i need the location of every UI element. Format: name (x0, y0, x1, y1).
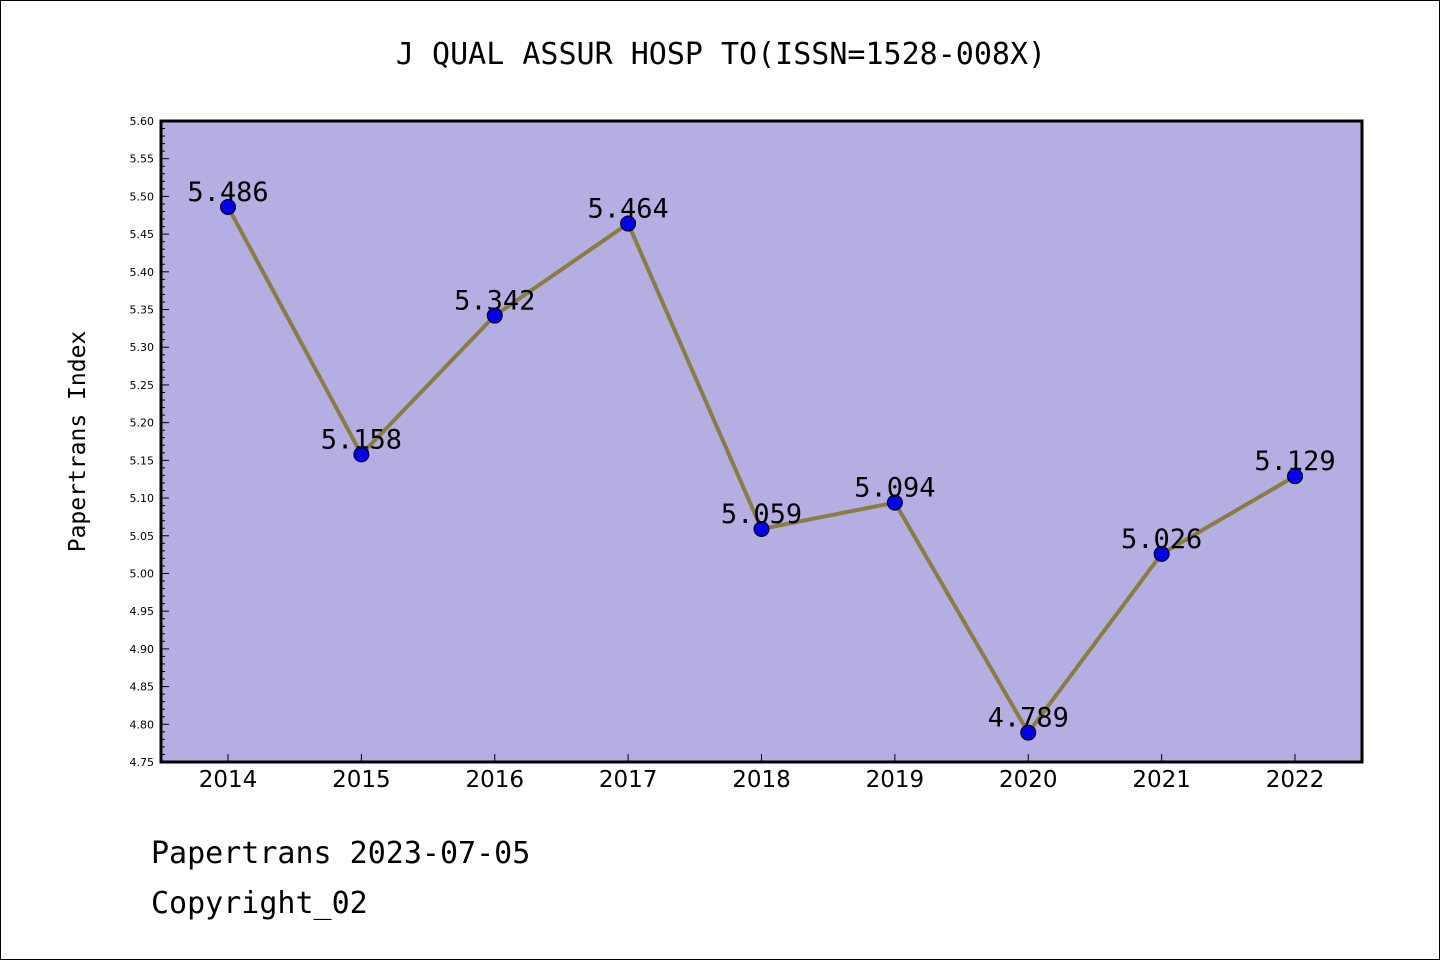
data-point (886, 494, 903, 511)
x-tick-label: 2014 (199, 767, 258, 793)
x-tick-label: 2019 (866, 767, 925, 793)
source-label: Papertrans 2023-07-05 (151, 836, 531, 871)
x-tick-label: 2021 (1132, 767, 1191, 793)
data-point (353, 446, 370, 463)
data-label: 5.129 (1254, 446, 1335, 477)
y-tick-label: 5.50 (130, 190, 155, 203)
y-tick-label: 5.10 (130, 492, 155, 505)
y-tick-label: 5.40 (130, 266, 155, 279)
data-point (1287, 468, 1303, 485)
x-tick-label: 2022 (1266, 767, 1325, 793)
data-label: 5.094 (854, 473, 935, 504)
data-point (753, 520, 770, 537)
data-point (1153, 545, 1170, 562)
chart-title: J QUAL ASSUR HOSP TO(ISSN=1528-008X) (395, 37, 1047, 72)
data-point (220, 198, 236, 215)
data-point (620, 215, 637, 232)
y-tick-label: 5.55 (130, 153, 155, 166)
x-tick-label: 2018 (732, 767, 791, 793)
plot-border (159, 119, 1364, 764)
y-tick-label: 5.00 (130, 567, 155, 580)
y-tick-label: 5.15 (130, 454, 155, 467)
y-tick-label: 5.05 (130, 530, 155, 543)
data-label: 4.789 (988, 703, 1069, 734)
data-label: 5.026 (1121, 524, 1202, 555)
data-label: 5.464 (587, 194, 668, 225)
data-point (486, 307, 503, 324)
data-label: 5.158 (321, 424, 402, 455)
y-tick-label: 4.90 (130, 643, 155, 656)
y-tick-label: 5.35 (130, 304, 155, 317)
data-label: 5.486 (187, 177, 268, 208)
x-tick-label: 2016 (465, 767, 524, 793)
x-tick-label: 2020 (999, 767, 1058, 793)
y-axis-title: Papertrans Index (65, 331, 91, 553)
y-tick-label: 5.30 (130, 341, 155, 354)
y-tick-label: 4.75 (130, 756, 155, 769)
copyright-label: Copyright_02 (151, 886, 368, 921)
y-tick-label: 5.45 (130, 228, 155, 241)
y-tick-label: 5.60 (130, 115, 155, 128)
data-label: 5.059 (721, 499, 802, 530)
data-point (1020, 724, 1037, 741)
data-label: 5.342 (454, 286, 535, 317)
plot-area (161, 121, 1362, 762)
y-tick-label: 4.80 (130, 718, 155, 731)
y-tick-label: 4.85 (130, 681, 155, 694)
y-tick-label: 5.20 (130, 417, 155, 430)
x-tick-label: 2017 (599, 767, 658, 793)
y-tick-label: 5.25 (130, 379, 155, 392)
y-tick-label: 4.95 (130, 605, 155, 618)
x-tick-label: 2015 (332, 767, 391, 793)
